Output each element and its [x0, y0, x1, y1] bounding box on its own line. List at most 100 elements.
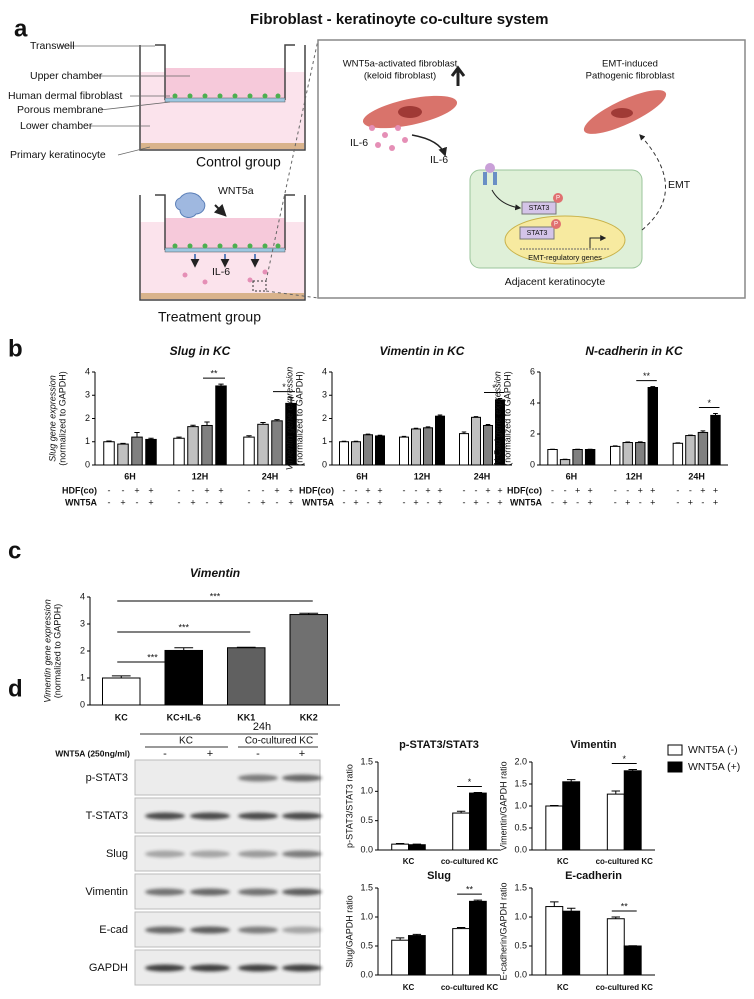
error-bar — [174, 647, 194, 651]
condition-sign: - — [427, 497, 430, 507]
bar — [164, 649, 203, 706]
condition-label: WNT5A — [510, 497, 542, 507]
condition-sign: + — [638, 485, 643, 495]
panel-letter: c — [8, 537, 21, 564]
condition-sign: - — [701, 497, 704, 507]
condition-sign: + — [485, 485, 490, 495]
condition-sign: - — [551, 485, 554, 495]
western-blot: 24h KC Co-cultured KC WNT5A (250ng/ml) — [55, 721, 318, 758]
bar — [187, 426, 199, 466]
condition-sign: - — [475, 485, 478, 495]
condition-sign: + — [190, 497, 195, 507]
x-tick-label: 24H — [688, 471, 705, 481]
condition-sign: + — [588, 485, 593, 495]
condition-sign: - — [415, 485, 418, 495]
condition-sign: + — [625, 497, 630, 507]
y-tick-label: 2 — [80, 645, 85, 655]
y-tick-label: 0 — [322, 459, 327, 469]
condition-label: HDF(co) — [507, 485, 542, 495]
error-bar — [566, 907, 576, 912]
group-label: Control group — [196, 154, 281, 170]
condition-sign: + — [288, 485, 293, 495]
bar — [685, 435, 696, 466]
blot-row-label: E-cad — [99, 924, 128, 936]
panel-letter: d — [8, 675, 23, 702]
bar — [399, 436, 409, 466]
bar — [459, 433, 469, 466]
condition-sign: + — [288, 497, 293, 507]
x-tick-label: co-cultured KC — [441, 983, 499, 992]
blot-band — [145, 812, 185, 820]
blot-treatment-sign: + — [299, 748, 305, 760]
significance-label: * — [707, 398, 711, 408]
y-tick-label: 4 — [530, 397, 535, 407]
error-bar — [218, 383, 224, 386]
y-tick-label: 0 — [530, 459, 535, 469]
condition-sign: + — [588, 497, 593, 507]
y-tick-label: 3 — [322, 390, 327, 400]
condition-sign: - — [206, 497, 209, 507]
condition-sign: - — [122, 485, 125, 495]
bar — [562, 910, 581, 976]
y-tick-label: 0.5 — [514, 822, 527, 832]
bar — [623, 945, 642, 976]
condition-sign: - — [639, 497, 642, 507]
error-bar — [401, 435, 407, 438]
x-tick-label: co-cultured KC — [596, 857, 654, 866]
condition-sign: - — [262, 485, 265, 495]
x-tick-label: co-cultured KC — [441, 857, 499, 866]
condition-sign: - — [463, 497, 466, 507]
y-tick-label: 1.5 — [514, 778, 527, 788]
condition-sign: + — [353, 497, 358, 507]
legend-label: WNT5A (-) — [688, 744, 738, 756]
error-bar — [437, 414, 443, 417]
significance-label: ** — [466, 885, 474, 895]
condition-sign: + — [650, 485, 655, 495]
blot-band — [145, 964, 185, 972]
condition-sign: - — [463, 485, 466, 495]
condition-sign: + — [218, 485, 223, 495]
condition-sign: - — [192, 485, 195, 495]
group-label: Treatment group — [158, 309, 261, 325]
condition-sign: - — [626, 485, 629, 495]
error-bar — [473, 416, 479, 418]
blot-row-label: p-STAT3 — [86, 772, 128, 784]
x-tick-label: 24H — [262, 471, 279, 481]
condition-sign: - — [178, 497, 181, 507]
y-tick-label: 0.0 — [360, 969, 373, 979]
condition-sign: + — [425, 485, 430, 495]
significance-label: * — [282, 382, 286, 392]
y-tick-label: 2.0 — [514, 756, 527, 766]
error-bar — [456, 810, 466, 814]
bar — [215, 385, 227, 466]
significance-label: *** — [147, 652, 158, 662]
significance-label: ** — [643, 371, 651, 381]
treatment-well — [139, 39, 319, 301]
il6-label: IL-6 — [212, 266, 230, 278]
error-bar — [413, 427, 419, 429]
well-label: Upper chamber — [30, 70, 103, 82]
condition-sign: + — [473, 497, 478, 507]
bar — [584, 449, 596, 466]
error-bar — [365, 433, 371, 435]
chart-title: Vimentin in KC — [380, 344, 465, 358]
condition-label: HDF(co) — [62, 485, 97, 495]
y-tick-label: 2 — [322, 413, 327, 423]
bar — [201, 424, 213, 466]
error-bar — [628, 768, 637, 771]
y-tick-label: 0 — [80, 699, 85, 709]
condition-sign: - — [614, 485, 617, 495]
significance-label: *** — [178, 622, 189, 632]
y-tick-label: 4 — [85, 366, 90, 376]
condition-sign: - — [248, 497, 251, 507]
error-bar — [246, 435, 252, 438]
y-axis-label: Slug gene expression — [47, 375, 57, 462]
y-axis-label: E-cadherin/GAPDH ratio — [498, 882, 508, 980]
error-bar — [497, 398, 503, 400]
condition-sign: + — [365, 485, 370, 495]
panel-letter: b — [8, 335, 23, 362]
x-tick-label: KC — [403, 983, 415, 992]
bar — [547, 449, 558, 466]
y-axis-label: (normalized to GAPDH) — [294, 371, 304, 466]
blot-band — [282, 850, 322, 858]
